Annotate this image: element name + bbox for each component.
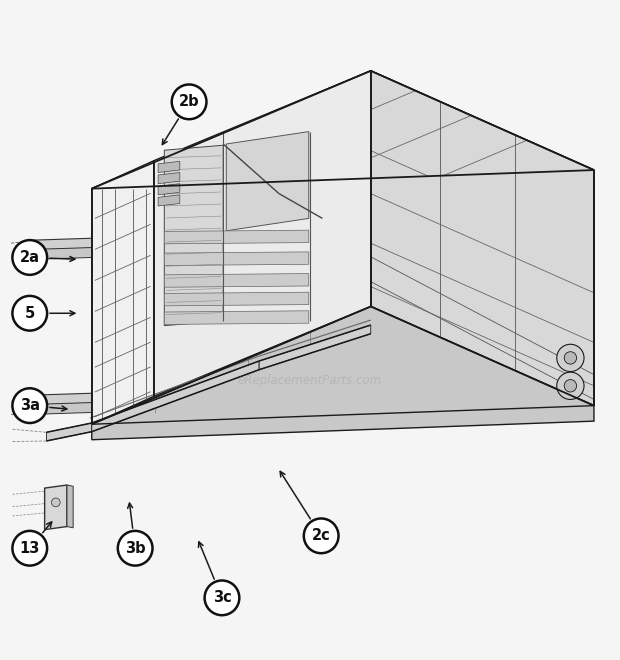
Polygon shape: [92, 306, 594, 440]
Circle shape: [51, 498, 60, 507]
Polygon shape: [158, 195, 180, 206]
Polygon shape: [259, 325, 371, 370]
Text: 13: 13: [20, 541, 40, 556]
Polygon shape: [164, 252, 309, 265]
Polygon shape: [92, 161, 154, 424]
Circle shape: [557, 372, 584, 399]
Text: 2c: 2c: [312, 529, 330, 543]
Circle shape: [12, 296, 47, 331]
Text: 3c: 3c: [213, 590, 231, 605]
Text: 2a: 2a: [20, 250, 40, 265]
Polygon shape: [164, 230, 309, 244]
Text: 3a: 3a: [20, 398, 40, 413]
Text: eReplacementParts.com: eReplacementParts.com: [238, 374, 382, 387]
Polygon shape: [164, 292, 309, 306]
Text: 2b: 2b: [179, 94, 200, 110]
Circle shape: [557, 345, 584, 372]
Polygon shape: [34, 393, 92, 405]
Circle shape: [12, 531, 47, 566]
Polygon shape: [158, 172, 180, 183]
Polygon shape: [164, 311, 309, 325]
Polygon shape: [154, 71, 371, 397]
Circle shape: [564, 379, 577, 392]
Circle shape: [12, 240, 47, 275]
Text: 5: 5: [25, 306, 35, 321]
Polygon shape: [164, 145, 223, 325]
Polygon shape: [45, 485, 67, 529]
Polygon shape: [92, 71, 594, 198]
Polygon shape: [46, 423, 92, 441]
Circle shape: [118, 531, 153, 566]
Polygon shape: [92, 71, 594, 189]
Polygon shape: [371, 71, 594, 406]
Circle shape: [205, 581, 239, 615]
Polygon shape: [226, 131, 309, 231]
Circle shape: [304, 519, 339, 553]
Polygon shape: [34, 403, 92, 414]
Circle shape: [12, 388, 47, 423]
Polygon shape: [158, 183, 180, 195]
Circle shape: [172, 84, 206, 119]
Polygon shape: [67, 485, 73, 528]
Circle shape: [564, 352, 577, 364]
Polygon shape: [92, 361, 259, 432]
Polygon shape: [158, 161, 180, 172]
Polygon shape: [164, 274, 309, 287]
Polygon shape: [34, 248, 92, 259]
Text: 3b: 3b: [125, 541, 146, 556]
Polygon shape: [34, 238, 92, 250]
